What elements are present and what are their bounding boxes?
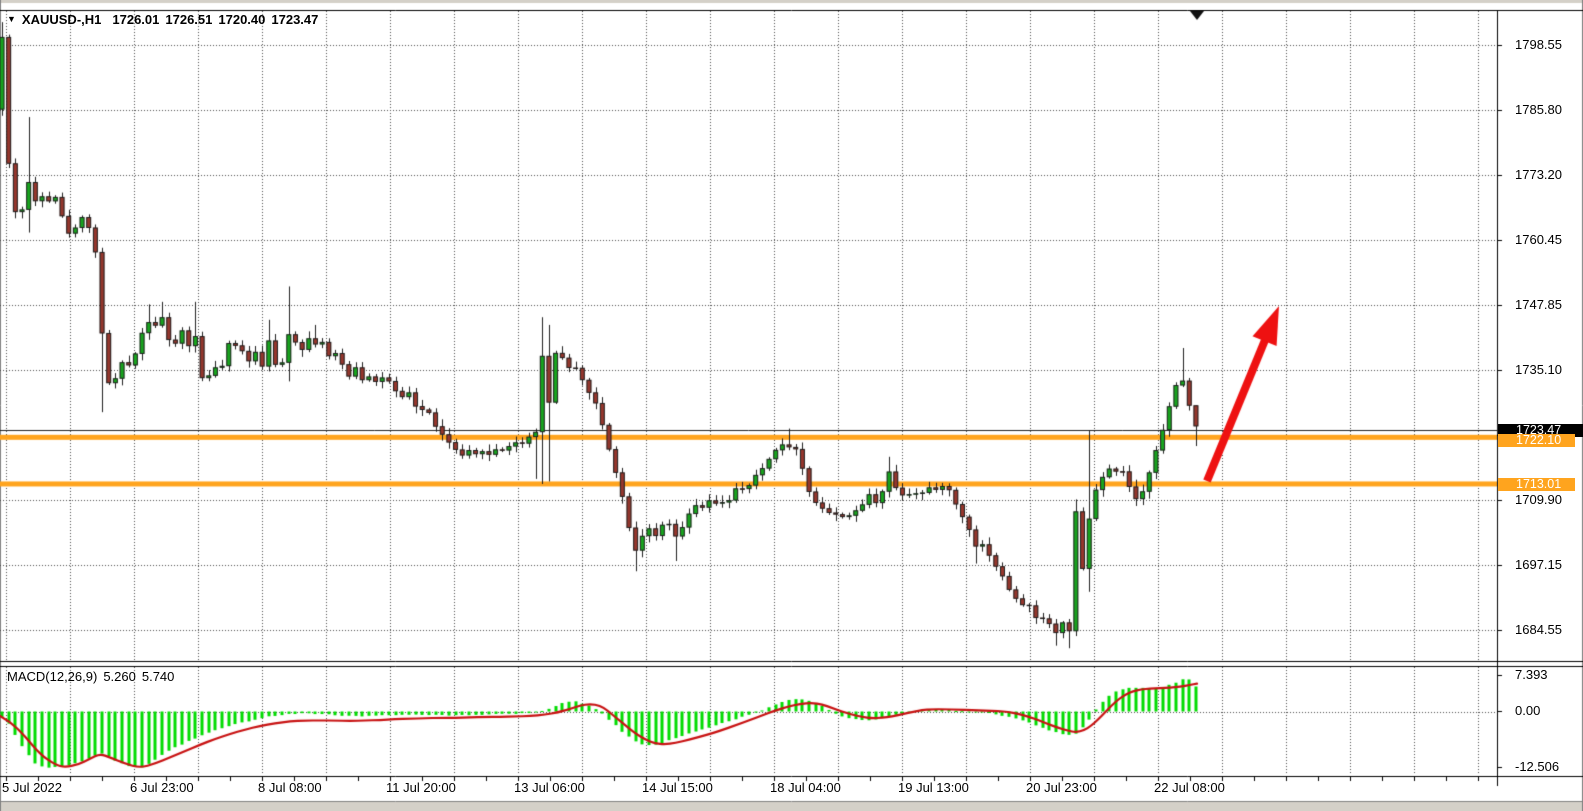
chart-shift-marker[interactable] <box>1189 11 1205 21</box>
time-axis-label: 11 Jul 20:00 <box>386 780 456 795</box>
panel-divider[interactable] <box>0 659 1583 668</box>
time-axis-label: 22 Jul 08:00 <box>1154 780 1225 795</box>
quote-close: 1723.47 <box>271 12 319 27</box>
time-axis-label: 5 Jul 2022 <box>2 780 62 795</box>
support-level-badge: 1713.01 <box>1498 478 1575 491</box>
price-axis-label: 1735.10 <box>1515 362 1562 377</box>
macd-axis-label: 0.00 <box>1515 703 1541 718</box>
symbol-timeframe-label: XAUUSD-,H1 <box>21 12 102 27</box>
time-axis-label: 13 Jul 06:00 <box>514 780 585 795</box>
macd-axis-label: 7.393 <box>1515 667 1548 682</box>
macd-axis-label: -12.506 <box>1515 759 1560 774</box>
macd-value: 5.260 <box>103 669 136 684</box>
resistance-level-badge: 1722.10 <box>1498 434 1575 447</box>
time-axis-label: 14 Jul 15:00 <box>642 780 713 795</box>
quote-low: 1720.40 <box>218 12 266 27</box>
macd-indicator-label: MACD(12,26,9) 5.260 5.740 <box>7 669 174 685</box>
price-axis-label: 1709.90 <box>1515 492 1562 507</box>
current-price-badge: 1723.47 <box>1498 424 1583 437</box>
time-axis-label: 6 Jul 23:00 <box>130 780 194 795</box>
chart-title: ▼ XAUUSD-,H1 1726.01 1726.51 1720.40 1723.47 <box>7 11 324 28</box>
price-axis-label: 1773.20 <box>1515 167 1562 182</box>
time-axis-label: 19 Jul 13:00 <box>898 780 969 795</box>
time-axis-label: 20 Jul 23:00 <box>1026 780 1097 795</box>
quote-high: 1726.51 <box>165 12 213 27</box>
price-axis-label: 1684.55 <box>1515 622 1562 637</box>
macd-name: MACD(12,26,9) <box>7 669 98 684</box>
time-axis[interactable] <box>0 777 1497 801</box>
price-axis-label: 1760.45 <box>1515 232 1562 247</box>
quote-open: 1726.01 <box>112 12 160 27</box>
symbol-caret-icon: ▼ <box>7 14 16 24</box>
macd-signal-value: 5.740 <box>141 669 175 684</box>
trend-arrow-object[interactable] <box>1203 302 1285 485</box>
time-axis-label: 18 Jul 04:00 <box>770 780 841 795</box>
price-axis-label: 1798.55 <box>1515 37 1562 52</box>
price-axis-label: 1785.80 <box>1515 102 1562 117</box>
price-axis-label: 1747.85 <box>1515 297 1562 312</box>
time-axis-label: 8 Jul 08:00 <box>258 780 322 795</box>
price-axis-label: 1697.15 <box>1515 557 1562 572</box>
